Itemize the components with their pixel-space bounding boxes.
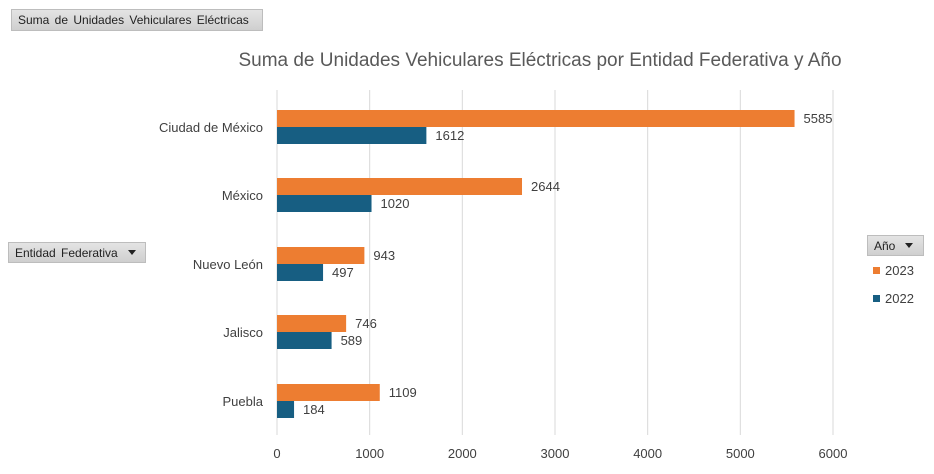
- legend-field-filter-button[interactable]: Año: [867, 235, 924, 256]
- category-label: México: [222, 188, 263, 203]
- legend: 2023 2022: [873, 263, 914, 306]
- bar-2022: [277, 332, 332, 349]
- category-label: Jalisco: [223, 325, 263, 340]
- data-label: 184: [303, 402, 325, 417]
- bar-2022: [277, 401, 295, 418]
- legend-swatch: [873, 267, 880, 274]
- bar-2023: [277, 247, 365, 264]
- data-label: 497: [332, 265, 354, 280]
- bars: [277, 110, 795, 418]
- x-tick-label: 4000: [633, 446, 662, 461]
- labels: 0 1000 2000 3000 4000 5000 6000 Ciudad de Méxic…: [159, 111, 848, 461]
- gridlines: [276, 90, 834, 435]
- data-label: 746: [355, 316, 377, 331]
- category-label: Puebla: [223, 394, 264, 409]
- bar-2022: [277, 127, 427, 144]
- x-tick-label: 3000: [541, 446, 570, 461]
- bar-2023: [277, 315, 347, 332]
- bar-2022: [277, 195, 372, 212]
- data-label: 589: [341, 333, 363, 348]
- value-field-button[interactable]: Suma de Unidades Vehiculares Eléctricas: [11, 9, 263, 31]
- legend-field-label: Año: [874, 238, 896, 253]
- category-label: Nuevo León: [193, 257, 263, 272]
- bar-2023: [277, 178, 523, 195]
- data-label: 1020: [381, 196, 410, 211]
- data-label: 2644: [531, 179, 560, 194]
- legend-label: 2022: [885, 291, 914, 306]
- data-label: 5585: [804, 111, 833, 126]
- x-tick-label: 1000: [355, 446, 384, 461]
- row-field-label: Entidad Federativa: [15, 245, 118, 260]
- legend-swatch: [873, 295, 880, 302]
- dropdown-arrow-icon: [127, 250, 136, 255]
- x-tick-label: 6000: [819, 446, 848, 461]
- value-field-label: Suma de Unidades Vehiculares Eléctricas: [18, 13, 249, 27]
- data-label: 943: [373, 248, 395, 263]
- x-tick-label: 2000: [448, 446, 477, 461]
- category-label: Ciudad de México: [159, 120, 263, 135]
- dropdown-arrow-icon: [905, 243, 914, 248]
- data-label: 1612: [435, 128, 464, 143]
- data-label: 1109: [389, 385, 417, 400]
- bar-2023: [277, 110, 795, 127]
- row-field-filter-button[interactable]: Entidad Federativa: [8, 242, 146, 263]
- x-tick-label: 0: [273, 446, 280, 461]
- bar-2023: [277, 384, 380, 401]
- legend-label: 2023: [885, 263, 914, 278]
- x-tick-label: 5000: [726, 446, 755, 461]
- bar-2022: [277, 264, 324, 281]
- chart-title: Suma de Unidades Vehiculares Eléctricas …: [238, 50, 841, 71]
